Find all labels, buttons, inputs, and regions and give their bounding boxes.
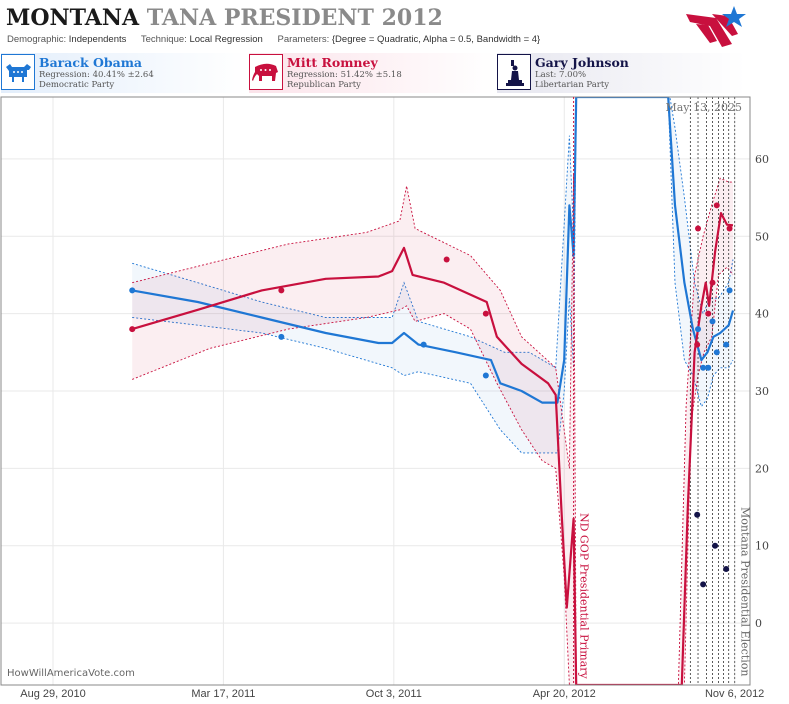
candidate-party: Republican Party — [287, 80, 361, 90]
trend-line — [132, 97, 735, 404]
title-state: MONTANA — [6, 5, 140, 31]
site-credit: HowWillAmericaVote.com — [7, 668, 135, 679]
elephant-icon — [249, 54, 283, 90]
candidate-stat: Regression: 51.42% ±5.18 — [287, 70, 402, 80]
poll-point — [278, 287, 285, 294]
candidate-name: Gary Johnson — [535, 55, 629, 70]
technique-value: Local Regression — [189, 34, 263, 45]
candidate-name: Mitt Romney — [287, 55, 378, 70]
poll-point — [705, 310, 712, 317]
legend-candidate-johnson: Gary Johnson Last: 7.00% Libertarian Par… — [497, 53, 746, 93]
poll-point — [420, 341, 427, 348]
poll-point — [709, 279, 716, 286]
donkey-icon — [1, 54, 35, 90]
candidate-party: Libertarian Party — [535, 80, 610, 90]
poll-guides — [689, 97, 730, 685]
axes: 0 10 20 30 40 50 60 Aug 29, 2010 Mar 17, 2011 Oct… — [20, 153, 769, 700]
parameters-line: Demographic: Independents Technique: Loc… — [7, 34, 541, 45]
liberty-icon — [497, 54, 531, 90]
y-tick-label: 10 — [755, 540, 769, 553]
poll-point — [723, 341, 730, 348]
legend-candidate-obama: Barack Obama Regression: 40.41% ±2.64 De… — [1, 53, 247, 93]
poll-point — [713, 202, 720, 209]
y-tick-label: 60 — [755, 153, 769, 166]
event-label: ND GOP Presidential Primary — [578, 513, 591, 680]
x-tick-label: Nov 6, 2012 — [705, 688, 764, 700]
candidate-party: Democratic Party — [39, 80, 115, 90]
poll-point — [694, 341, 701, 348]
poll-point — [482, 310, 489, 317]
event-label: Montana Presidential Election — [739, 507, 752, 676]
trend-lines — [131, 97, 735, 685]
trend-line — [131, 212, 734, 685]
band-lower — [132, 266, 734, 685]
confidence-band-fill — [132, 174, 733, 685]
x-tick-label: Oct 3, 2011 — [366, 688, 422, 700]
poll-point — [129, 326, 136, 333]
plot-frame — [0, 96, 751, 686]
poll-point — [709, 318, 716, 325]
confidence-band-fill — [132, 97, 733, 453]
poll-points — [129, 202, 733, 588]
poll-point — [695, 225, 702, 232]
parameters-value: {Degree = Quadratic, Alpha = 0.5, Bandwi… — [331, 34, 541, 45]
demographic-value: Independents — [68, 34, 127, 45]
poll-point — [695, 326, 702, 333]
poll-point — [278, 333, 285, 340]
site-logo-icon — [686, 6, 746, 47]
y-tick-label: 20 — [755, 462, 769, 475]
candidate-stat: Last: 7.00% — [535, 70, 587, 80]
poll-point — [694, 511, 701, 518]
candidate-stat: Regression: 40.41% ±2.64 — [39, 70, 154, 80]
title-race: PRESIDENT 2012 — [223, 5, 443, 31]
poll-point — [713, 349, 720, 356]
poll-point — [700, 364, 707, 371]
poll-point — [482, 372, 489, 379]
band-upper — [132, 97, 734, 369]
x-tick-label: Mar 17, 2011 — [191, 688, 255, 700]
event-markers: ND GOP Presidential Primary Montana Presi… — [573, 97, 752, 685]
poll-point — [700, 581, 707, 588]
title-state-suffix: TANA — [146, 5, 217, 31]
poll-point — [443, 256, 450, 263]
candidate-name: Barack Obama — [39, 55, 143, 70]
y-tick-label: 40 — [755, 308, 769, 321]
current-date: May 13, 2025 — [665, 101, 742, 114]
y-tick-label: 0 — [755, 617, 762, 630]
y-tick-label: 50 — [755, 230, 769, 243]
y-tick-label: 30 — [755, 385, 769, 398]
confidence-bands — [132, 97, 734, 685]
poll-point — [129, 287, 136, 294]
poll-point — [705, 364, 712, 371]
x-tick-label: Aug 29, 2010 — [20, 688, 85, 700]
x-tick-label: Apr 20, 2012 — [533, 688, 596, 700]
legend-candidate-romney: Mitt Romney Regression: 51.42% ±5.18 Rep… — [249, 53, 495, 93]
grid — [1, 97, 750, 685]
band-upper — [132, 174, 733, 685]
poll-point — [726, 287, 733, 294]
poll-point — [726, 225, 733, 232]
plot-border — [0, 96, 751, 686]
page-title: MONTANA TANA PRESIDENT 2012 — [6, 5, 443, 31]
poll-point — [723, 565, 730, 572]
poll-point — [712, 542, 719, 549]
